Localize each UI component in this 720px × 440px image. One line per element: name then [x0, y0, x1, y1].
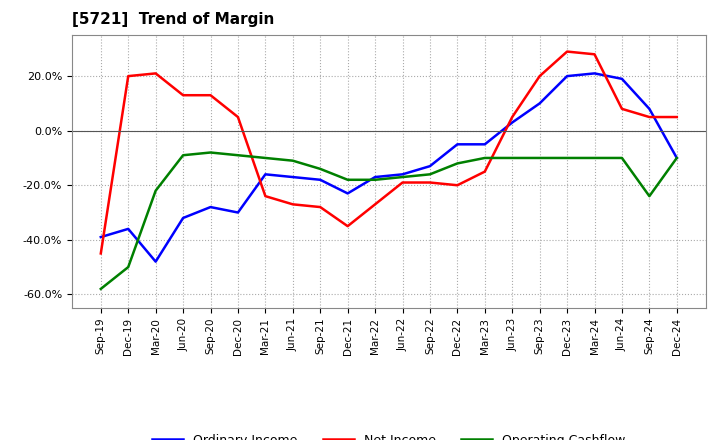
Operating Cashflow	[426, 172, 434, 177]
Legend: Ordinary Income, Net Income, Operating Cashflow: Ordinary Income, Net Income, Operating C…	[147, 429, 631, 440]
Operating Cashflow	[480, 155, 489, 161]
Text: [5721]  Trend of Margin: [5721] Trend of Margin	[72, 12, 274, 27]
Ordinary Income	[508, 120, 516, 125]
Net Income	[151, 71, 160, 76]
Net Income	[206, 92, 215, 98]
Operating Cashflow	[206, 150, 215, 155]
Line: Ordinary Income: Ordinary Income	[101, 73, 677, 262]
Net Income	[343, 224, 352, 229]
Net Income	[179, 92, 187, 98]
Net Income	[371, 202, 379, 207]
Ordinary Income	[371, 174, 379, 180]
Net Income	[645, 114, 654, 120]
Operating Cashflow	[316, 166, 325, 172]
Ordinary Income	[618, 76, 626, 81]
Operating Cashflow	[233, 153, 242, 158]
Net Income	[508, 114, 516, 120]
Net Income	[96, 251, 105, 256]
Ordinary Income	[261, 172, 270, 177]
Ordinary Income	[563, 73, 572, 79]
Net Income	[261, 194, 270, 199]
Operating Cashflow	[672, 155, 681, 161]
Net Income	[316, 205, 325, 210]
Net Income	[590, 51, 599, 57]
Operating Cashflow	[398, 174, 407, 180]
Net Income	[289, 202, 297, 207]
Operating Cashflow	[179, 153, 187, 158]
Ordinary Income	[536, 101, 544, 106]
Net Income	[233, 114, 242, 120]
Operating Cashflow	[343, 177, 352, 183]
Ordinary Income	[645, 106, 654, 111]
Operating Cashflow	[261, 155, 270, 161]
Ordinary Income	[124, 226, 132, 231]
Ordinary Income	[480, 142, 489, 147]
Operating Cashflow	[508, 155, 516, 161]
Net Income	[672, 114, 681, 120]
Ordinary Income	[96, 235, 105, 240]
Net Income	[618, 106, 626, 111]
Operating Cashflow	[371, 177, 379, 183]
Ordinary Income	[426, 164, 434, 169]
Operating Cashflow	[453, 161, 462, 166]
Ordinary Income	[206, 205, 215, 210]
Net Income	[536, 73, 544, 79]
Ordinary Income	[453, 142, 462, 147]
Line: Operating Cashflow: Operating Cashflow	[101, 153, 677, 289]
Ordinary Income	[179, 215, 187, 220]
Ordinary Income	[233, 210, 242, 215]
Ordinary Income	[316, 177, 325, 183]
Operating Cashflow	[289, 158, 297, 163]
Operating Cashflow	[563, 155, 572, 161]
Ordinary Income	[151, 259, 160, 264]
Operating Cashflow	[124, 264, 132, 270]
Ordinary Income	[343, 191, 352, 196]
Ordinary Income	[398, 172, 407, 177]
Operating Cashflow	[590, 155, 599, 161]
Net Income	[453, 183, 462, 188]
Net Income	[124, 73, 132, 79]
Ordinary Income	[672, 155, 681, 161]
Line: Net Income: Net Income	[101, 51, 677, 253]
Operating Cashflow	[618, 155, 626, 161]
Net Income	[480, 169, 489, 174]
Operating Cashflow	[645, 194, 654, 199]
Net Income	[426, 180, 434, 185]
Operating Cashflow	[536, 155, 544, 161]
Ordinary Income	[289, 174, 297, 180]
Operating Cashflow	[151, 188, 160, 193]
Ordinary Income	[590, 71, 599, 76]
Net Income	[563, 49, 572, 54]
Operating Cashflow	[96, 286, 105, 292]
Net Income	[398, 180, 407, 185]
